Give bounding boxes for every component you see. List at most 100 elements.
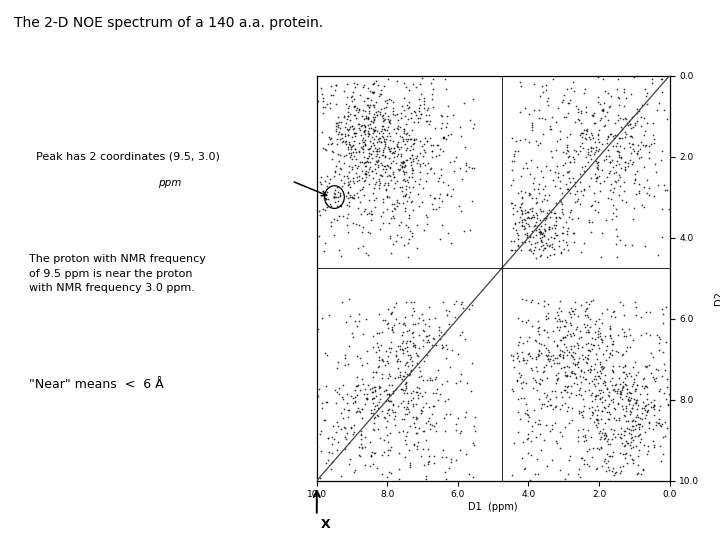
Point	[413, 114, 424, 123]
Point	[616, 125, 627, 133]
Point	[526, 119, 538, 127]
Point	[444, 409, 456, 418]
Point	[525, 437, 536, 445]
Point	[445, 130, 456, 139]
Point	[557, 354, 569, 363]
Point	[507, 157, 518, 165]
Point	[324, 448, 336, 457]
Point	[377, 316, 388, 325]
Point	[604, 331, 616, 340]
Point	[552, 168, 563, 177]
Point	[589, 148, 600, 157]
Point	[626, 124, 637, 132]
Point	[365, 149, 377, 158]
Point	[421, 116, 433, 125]
Point	[513, 341, 524, 350]
Point	[535, 166, 546, 175]
Point	[412, 388, 423, 396]
Point	[598, 122, 610, 130]
Point	[579, 431, 590, 440]
Point	[552, 310, 563, 319]
Point	[423, 457, 434, 465]
Point	[377, 151, 388, 159]
Point	[435, 124, 446, 132]
Point	[514, 212, 526, 221]
Point	[583, 379, 595, 387]
Point	[537, 368, 549, 377]
Point	[627, 426, 639, 435]
Point	[505, 180, 517, 189]
Point	[581, 436, 593, 444]
Point	[400, 432, 411, 441]
Point	[618, 442, 630, 450]
Point	[583, 299, 595, 308]
Point	[387, 110, 399, 118]
Point	[522, 207, 534, 216]
Point	[629, 174, 641, 183]
Point	[427, 103, 438, 112]
Point	[531, 211, 543, 219]
Point	[649, 191, 660, 200]
Point	[602, 116, 613, 124]
Point	[626, 160, 638, 168]
Point	[624, 400, 635, 409]
Point	[361, 153, 372, 162]
Point	[469, 412, 481, 421]
Point	[392, 143, 404, 151]
Point	[628, 416, 639, 424]
Point	[366, 332, 378, 340]
Point	[383, 118, 395, 127]
Point	[558, 334, 570, 342]
Point	[397, 157, 409, 166]
Point	[648, 441, 660, 449]
Point	[518, 222, 530, 231]
Point	[451, 455, 462, 464]
Point	[648, 396, 660, 404]
Point	[641, 395, 652, 403]
Point	[513, 428, 524, 437]
Point	[625, 434, 636, 443]
Point	[539, 227, 551, 235]
Point	[628, 458, 639, 467]
Point	[518, 378, 529, 387]
Point	[405, 366, 417, 375]
Point	[612, 253, 624, 261]
Point	[426, 146, 438, 155]
Point	[536, 233, 548, 241]
Point	[600, 155, 612, 164]
Point	[590, 375, 602, 383]
Point	[603, 152, 614, 161]
Point	[356, 228, 368, 237]
Point	[597, 392, 608, 401]
Point	[456, 298, 467, 306]
Point	[395, 218, 407, 226]
Point	[336, 409, 347, 417]
Point	[552, 374, 563, 382]
Point	[367, 80, 379, 89]
Point	[395, 345, 406, 353]
Point	[396, 132, 408, 141]
Point	[533, 299, 544, 308]
Point	[387, 170, 398, 178]
Point	[616, 350, 628, 359]
Point	[558, 347, 570, 356]
Point	[376, 369, 387, 378]
Point	[557, 207, 568, 216]
Point	[348, 103, 360, 111]
Point	[344, 183, 356, 192]
Point	[373, 362, 384, 370]
Point	[360, 393, 372, 402]
Point	[523, 110, 534, 119]
Point	[407, 402, 418, 411]
Point	[328, 147, 339, 156]
Point	[370, 169, 382, 178]
Point	[608, 403, 619, 412]
Point	[619, 165, 631, 174]
Point	[407, 303, 418, 312]
Point	[325, 133, 336, 142]
Point	[541, 162, 552, 171]
Point	[586, 403, 598, 411]
Point	[426, 420, 438, 429]
Point	[611, 387, 623, 395]
Point	[351, 391, 363, 400]
